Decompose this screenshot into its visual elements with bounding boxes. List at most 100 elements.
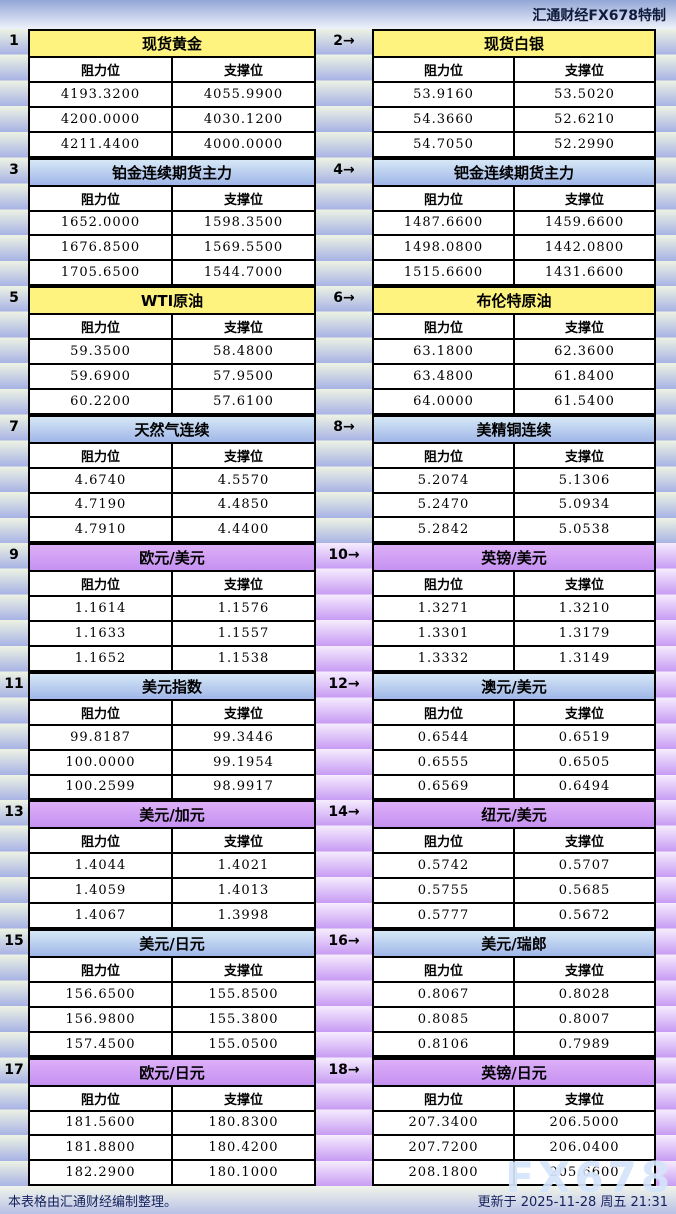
- resistance-value: 0.6555: [374, 750, 513, 774]
- section-right-index: 10→: [328, 547, 360, 564]
- support-column-header: 支撑位: [173, 1086, 314, 1110]
- resistance-value: 99.8187: [30, 725, 171, 749]
- resistance-column-header: 阻力位: [30, 58, 171, 81]
- resistance-value: 4.6740: [30, 468, 171, 492]
- instrument-title: 美元/加元: [30, 802, 314, 828]
- support-value: 0.5685: [515, 879, 654, 903]
- support-value: 57.6100: [173, 389, 314, 413]
- resistance-value: 5.2842: [374, 518, 513, 542]
- section-row: 3 铂金连续期货主力 阻力位 支撑位 1652.0000 1598.3500 1…: [0, 157, 676, 287]
- resistance-value: 1.4059: [30, 879, 171, 903]
- support-value: 4.4400: [173, 518, 314, 542]
- middle-spacer-column: 10→: [316, 543, 372, 672]
- section-left-index: 1: [9, 33, 19, 49]
- support-value: 0.8028: [515, 982, 654, 1006]
- resistance-value: 156.9800: [30, 1007, 171, 1031]
- footer-update-time: 更新于 2025-11-28 周五 21:31: [477, 1194, 668, 1210]
- resistance-value: 1.3301: [374, 622, 513, 645]
- support-value: 1.3179: [515, 622, 654, 645]
- resistance-column-header: 阻力位: [374, 957, 513, 981]
- support-column-header: 支撑位: [173, 58, 314, 81]
- support-value: 98.9917: [173, 775, 314, 799]
- resistance-column-header: 阻力位: [30, 572, 171, 596]
- row-number-column: 13: [0, 800, 28, 929]
- support-value: 99.1954: [173, 750, 314, 774]
- instrument-title: 现货白银: [374, 31, 654, 56]
- resistance-value: 1498.0800: [374, 236, 513, 260]
- instrument-table-right: 纽元/美元 阻力位 支撑位 0.5742 0.5707 0.5755 0.568…: [372, 800, 656, 929]
- middle-spacer-column: 2→: [316, 29, 372, 158]
- resistance-value: 54.3660: [374, 107, 513, 131]
- support-value: 53.5020: [515, 83, 654, 106]
- resistance-value: 1.1633: [30, 622, 171, 645]
- middle-spacer-column: 14→: [316, 800, 372, 929]
- support-value: 99.3446: [173, 725, 314, 749]
- support-column-header: 支撑位: [515, 700, 654, 724]
- section-row: 9 欧元/美元 阻力位 支撑位 1.1614 1.1576 1.1633 1.1…: [0, 543, 676, 672]
- support-column-header: 支撑位: [173, 443, 314, 467]
- support-value: 155.0500: [173, 1032, 314, 1056]
- right-edge-column: [656, 286, 676, 415]
- instrument-title: 钯金连续期货主力: [374, 159, 654, 185]
- row-number-column: 7: [0, 414, 28, 544]
- support-value: 1598.3500: [173, 211, 314, 235]
- instrument-title: 澳元/美元: [374, 673, 654, 699]
- support-value: 0.6505: [515, 750, 654, 774]
- support-value: 180.1000: [173, 1161, 314, 1185]
- right-edge-column: [656, 543, 676, 672]
- instrument-title: WTI原油: [30, 288, 314, 314]
- footer-bar: 本表格由汇通财经编制整理。 更新于 2025-11-28 周五 21:31: [0, 1186, 676, 1214]
- resistance-column-header: 阻力位: [30, 443, 171, 467]
- middle-spacer-column: 4→: [316, 157, 372, 287]
- support-column-header: 支撑位: [173, 700, 314, 724]
- support-value: 1569.5500: [173, 236, 314, 260]
- section-row: 13 美元/加元 阻力位 支撑位 1.4044 1.4021 1.4059 1.…: [0, 800, 676, 929]
- right-edge-column: [656, 414, 676, 544]
- section-left-index: 15: [4, 932, 24, 949]
- support-value: 206.5000: [515, 1111, 654, 1135]
- section-right-index: 6→: [333, 290, 355, 307]
- support-column-header: 支撑位: [515, 315, 654, 339]
- instrument-table-right: 英镑/日元 阻力位 支撑位 207.3400 206.5000 207.7200…: [372, 1057, 656, 1187]
- resistance-value: 1.1614: [30, 597, 171, 621]
- support-value: 5.0934: [515, 493, 654, 517]
- instrument-table-left: 现货黄金 阻力位 支撑位 4193.3200 4055.9900 4200.00…: [28, 29, 316, 158]
- resistance-value: 1676.8500: [30, 236, 171, 260]
- tables-grid: 1 现货黄金 阻力位 支撑位 4193.3200 4055.9900 4200.…: [0, 29, 676, 1187]
- right-edge-column: [656, 928, 676, 1058]
- instrument-title: 英镑/美元: [374, 545, 654, 571]
- instrument-title: 美元/瑞郎: [374, 930, 654, 956]
- instrument-table-right: 澳元/美元 阻力位 支撑位 0.6544 0.6519 0.6555 0.650…: [372, 671, 656, 801]
- instrument-table-left: 天然气连续 阻力位 支撑位 4.6740 4.5570 4.7190 4.485…: [28, 414, 316, 544]
- support-column-header: 支撑位: [515, 58, 654, 81]
- middle-spacer-column: 12→: [316, 671, 372, 801]
- row-number-column: 15: [0, 928, 28, 1058]
- section-left-index: 9: [9, 547, 19, 564]
- resistance-column-header: 阻力位: [30, 1086, 171, 1110]
- resistance-value: 1.1652: [30, 646, 171, 670]
- support-column-header: 支撑位: [515, 186, 654, 210]
- middle-spacer-column: 18→: [316, 1057, 372, 1187]
- support-value: 205.6600: [515, 1161, 654, 1185]
- instrument-table-right: 英镑/美元 阻力位 支撑位 1.3271 1.3210 1.3301 1.317…: [372, 543, 656, 672]
- section-left-index: 17: [4, 1061, 24, 1078]
- support-value: 0.6494: [515, 775, 654, 799]
- support-value: 1.4021: [173, 854, 314, 878]
- resistance-column-header: 阻力位: [374, 58, 513, 81]
- resistance-value: 1705.6500: [30, 261, 171, 285]
- instrument-table-left: 美元/加元 阻力位 支撑位 1.4044 1.4021 1.4059 1.401…: [28, 800, 316, 929]
- resistance-value: 54.7050: [374, 132, 513, 156]
- resistance-value: 5.2470: [374, 493, 513, 517]
- support-value: 180.4200: [173, 1136, 314, 1160]
- support-value: 180.8300: [173, 1111, 314, 1135]
- support-value: 4.4850: [173, 493, 314, 517]
- instrument-title: 布伦特原油: [374, 288, 654, 314]
- support-value: 5.1306: [515, 468, 654, 492]
- instrument-title: 欧元/美元: [30, 545, 314, 571]
- right-edge-column: [656, 157, 676, 287]
- resistance-column-header: 阻力位: [374, 572, 513, 596]
- section-right-index: 8→: [333, 418, 355, 435]
- resistance-value: 59.3500: [30, 340, 171, 363]
- support-column-header: 支撑位: [515, 829, 654, 853]
- support-value: 4000.0000: [173, 132, 314, 156]
